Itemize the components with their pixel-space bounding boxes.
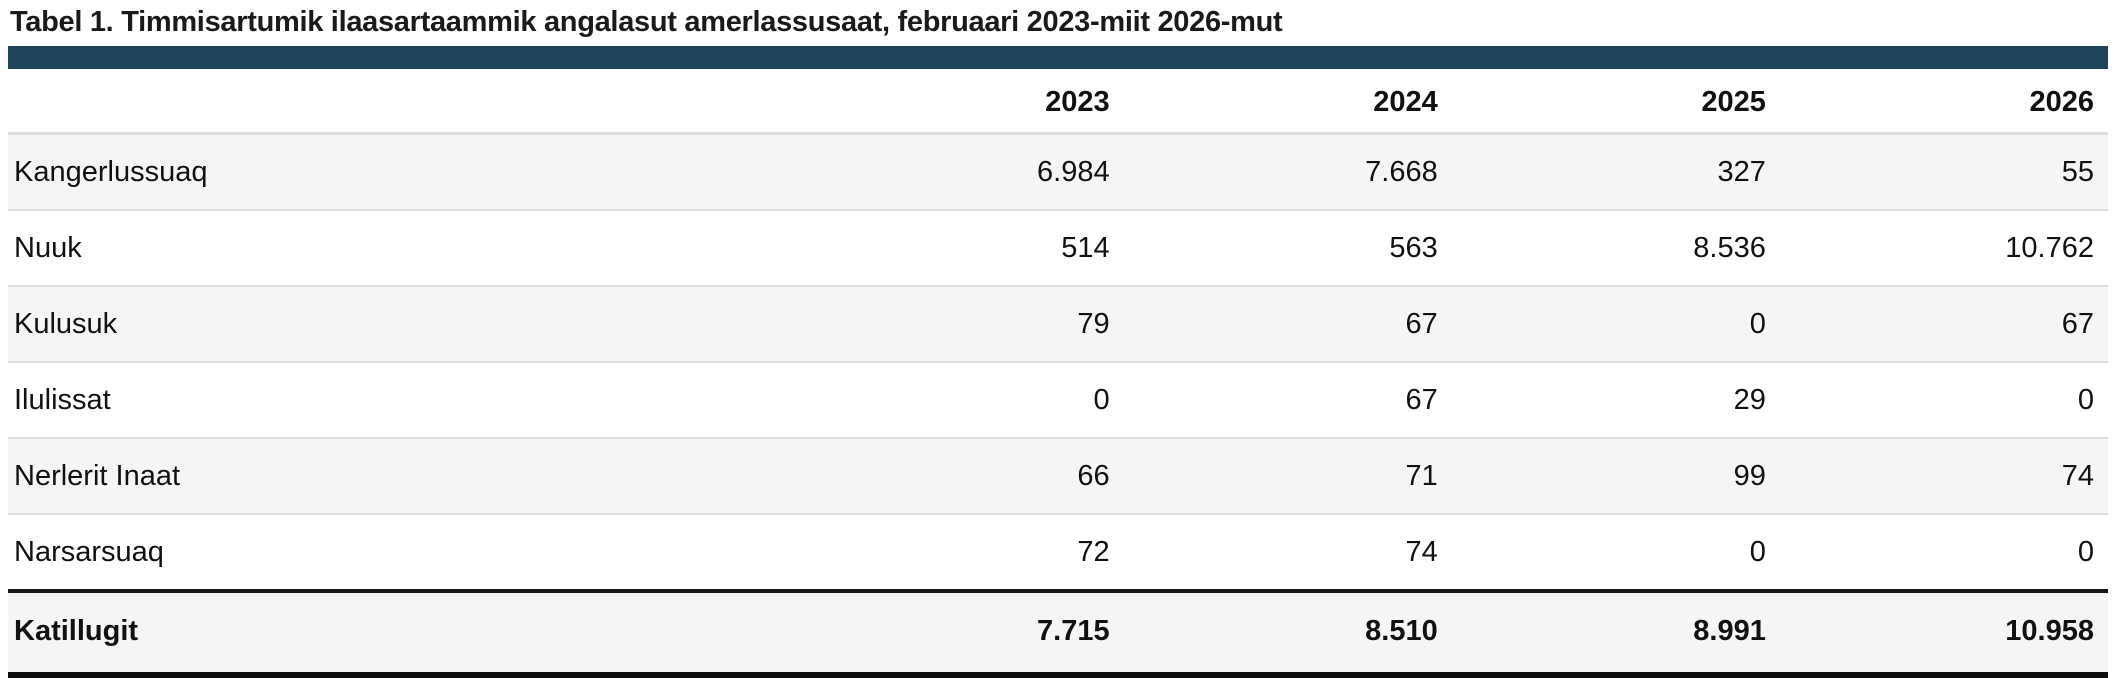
corner-cell xyxy=(8,69,796,135)
total-value: 8.510 xyxy=(1123,589,1452,672)
passenger-count: 0 xyxy=(1451,514,1780,592)
airport-name: Kulusuk xyxy=(8,286,796,363)
airport-name: Narsarsuaq xyxy=(8,514,796,592)
year-column-header: 2024 xyxy=(1123,69,1452,135)
table-title: Tabel 1. Timmisartumik ilaasartaammik an… xyxy=(10,6,1283,38)
total-value: 7.715 xyxy=(795,589,1124,672)
table-header: 2023 2024 2025 2026 xyxy=(8,69,2108,135)
header-row: 2023 2024 2025 2026 xyxy=(8,69,2108,135)
total-label: Katillugit xyxy=(8,589,796,672)
airport-name: Ilulissat xyxy=(8,362,796,439)
passenger-count: 67 xyxy=(1123,362,1452,439)
passenger-count: 72 xyxy=(795,514,1124,592)
passenger-count: 7.668 xyxy=(1123,133,1452,211)
table-row: Kulusuk 79 67 0 67 xyxy=(8,286,2108,363)
table-body: Kangerlussuaq 6.984 7.668 327 55 Nuuk 514 563 8.… xyxy=(8,133,2108,592)
year-column-header: 2023 xyxy=(795,69,1124,135)
bottom-bar xyxy=(8,672,2108,678)
passenger-count: 0 xyxy=(795,362,1124,439)
total-row: Katillugit 7.715 8.510 8.991 10.958 xyxy=(8,589,2108,672)
passenger-count: 71 xyxy=(1123,438,1452,515)
total-value: 10.958 xyxy=(1779,589,2108,672)
passenger-count: 29 xyxy=(1451,362,1780,439)
year-column-header: 2026 xyxy=(1779,69,2108,135)
passenger-count: 6.984 xyxy=(795,133,1124,211)
table-row: Nerlerit Inaat 66 71 99 74 xyxy=(8,438,2108,515)
airport-name: Nuuk xyxy=(8,210,796,287)
passenger-count: 563 xyxy=(1123,210,1452,287)
table-row: Ilulissat 0 67 29 0 xyxy=(8,362,2108,439)
passenger-table: 2023 2024 2025 2026 Kangerlussuaq 6.984 7.668… xyxy=(8,69,2108,672)
passenger-count: 514 xyxy=(795,210,1124,287)
passenger-count: 66 xyxy=(795,438,1124,515)
passenger-count: 79 xyxy=(795,286,1124,363)
passenger-count: 74 xyxy=(1779,438,2108,515)
passenger-count: 55 xyxy=(1779,133,2108,211)
passenger-count: 0 xyxy=(1451,286,1780,363)
passenger-count: 327 xyxy=(1451,133,1780,211)
passenger-count: 67 xyxy=(1123,286,1452,363)
passenger-count: 0 xyxy=(1779,514,2108,592)
table-row: Kangerlussuaq 6.984 7.668 327 55 xyxy=(8,133,2108,211)
accent-bar xyxy=(8,46,2108,69)
table-row: Nuuk 514 563 8.536 10.762 xyxy=(8,210,2108,287)
passenger-count: 0 xyxy=(1779,362,2108,439)
passenger-count: 74 xyxy=(1123,514,1452,592)
airport-name: Kangerlussuaq xyxy=(8,133,796,211)
table-footer: Katillugit 7.715 8.510 8.991 10.958 xyxy=(8,589,2108,672)
passenger-count: 67 xyxy=(1779,286,2108,363)
table-row: Narsarsuaq 72 74 0 0 xyxy=(8,514,2108,592)
passenger-count: 99 xyxy=(1451,438,1780,515)
passenger-count: 10.762 xyxy=(1779,210,2108,287)
passenger-count: 8.536 xyxy=(1451,210,1780,287)
total-value: 8.991 xyxy=(1451,589,1780,672)
year-column-header: 2025 xyxy=(1451,69,1780,135)
airport-name: Nerlerit Inaat xyxy=(8,438,796,515)
